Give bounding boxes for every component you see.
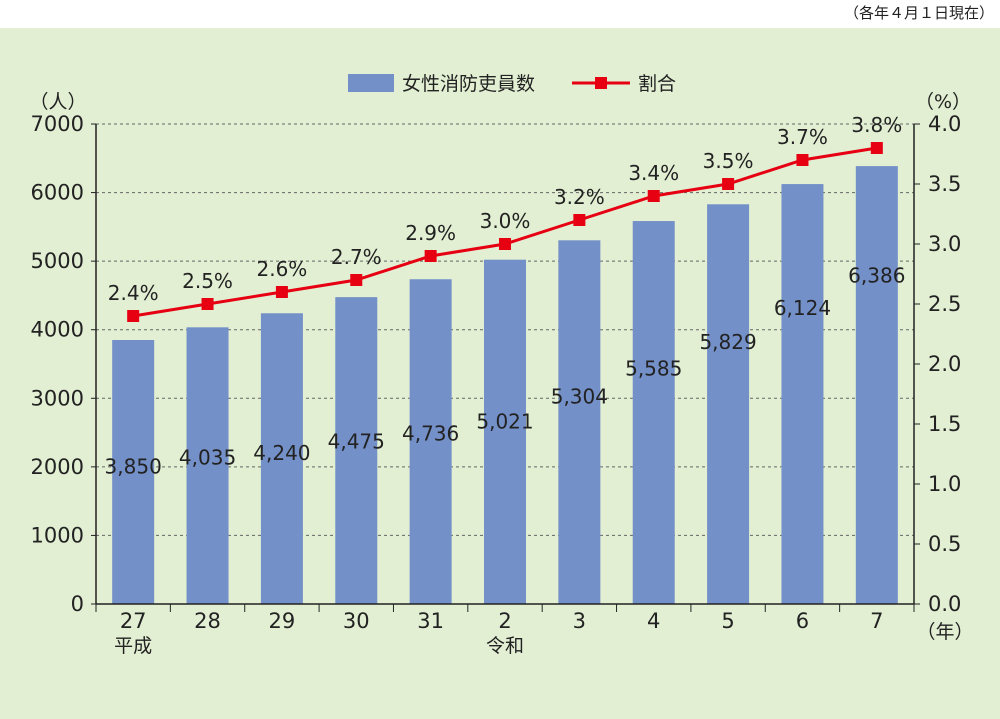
bar bbox=[186, 327, 229, 604]
ratio-marker bbox=[647, 190, 660, 202]
ratio-marker bbox=[350, 274, 363, 286]
bar-value-label: 5,829 bbox=[699, 330, 756, 354]
bar-value-label: 6,386 bbox=[848, 264, 905, 288]
ratio-marker bbox=[499, 238, 511, 250]
x-axis-tick-label: 2 bbox=[498, 609, 511, 633]
legend-bar-swatch bbox=[348, 74, 394, 92]
right-axis-tick-label: 2.0 bbox=[928, 352, 961, 376]
right-axis-tick-label: 1.5 bbox=[928, 412, 961, 436]
left-axis-tick-label: 1000 bbox=[31, 523, 84, 547]
left-axis-tick-label: 2000 bbox=[31, 455, 84, 479]
ratio-value-label: 2.7% bbox=[331, 245, 382, 269]
left-axis-tick-label: 7000 bbox=[31, 112, 84, 136]
right-axis-tick-label: 1.0 bbox=[928, 472, 961, 496]
bar-value-label: 6,124 bbox=[774, 296, 831, 320]
ratio-value-label: 2.5% bbox=[182, 269, 233, 293]
bar bbox=[335, 297, 378, 604]
bar-value-label: 3,850 bbox=[105, 455, 162, 479]
legend-bar-label: 女性消防吏員数 bbox=[402, 73, 535, 95]
bar bbox=[707, 204, 750, 604]
ratio-marker bbox=[275, 286, 288, 298]
ratio-marker bbox=[127, 310, 140, 322]
era-label: 平成 bbox=[114, 635, 152, 657]
left-axis-tick-label: 0 bbox=[71, 592, 84, 616]
bar-value-label: 5,021 bbox=[476, 410, 533, 434]
bar bbox=[260, 313, 303, 604]
bar bbox=[112, 340, 155, 604]
legend-line-marker bbox=[595, 77, 607, 89]
bar bbox=[632, 221, 675, 604]
ratio-value-label: 3.5% bbox=[703, 149, 754, 173]
left-axis-tick-label: 5000 bbox=[31, 249, 84, 273]
bar bbox=[781, 184, 824, 604]
ratio-marker bbox=[722, 178, 735, 190]
bar-value-label: 5,304 bbox=[551, 385, 608, 409]
x-axis-tick-label: 30 bbox=[343, 609, 370, 633]
left-axis-tick-label: 3000 bbox=[31, 386, 84, 410]
ratio-value-label: 3.8% bbox=[851, 113, 902, 137]
bar bbox=[558, 240, 601, 604]
x-axis-tick-label: 7 bbox=[870, 609, 883, 633]
x-axis-tick-label: 3 bbox=[573, 609, 586, 633]
right-axis-tick-label: 0.0 bbox=[928, 592, 961, 616]
x-axis-unit: （年） bbox=[916, 621, 973, 643]
left-axis-tick-label: 6000 bbox=[31, 181, 84, 205]
bar bbox=[855, 166, 898, 605]
x-axis-tick-label: 31 bbox=[417, 609, 444, 633]
ratio-marker bbox=[201, 298, 214, 310]
x-axis-tick-label: 28 bbox=[194, 609, 221, 633]
right-axis-tick-label: 3.0 bbox=[928, 232, 961, 256]
right-axis-tick-label: 0.5 bbox=[928, 532, 961, 556]
bar-value-label: 4,475 bbox=[328, 429, 385, 453]
left-axis-unit: （人） bbox=[29, 91, 86, 113]
right-axis-unit: （%） bbox=[915, 91, 971, 113]
ratio-value-label: 3.7% bbox=[777, 125, 828, 149]
ratio-value-label: 3.0% bbox=[480, 209, 531, 233]
ratio-value-label: 2.6% bbox=[257, 257, 308, 281]
ratio-value-label: 3.2% bbox=[554, 185, 605, 209]
ratio-value-label: 2.9% bbox=[405, 221, 456, 245]
left-axis-tick-label: 4000 bbox=[31, 318, 84, 342]
right-axis-tick-label: 2.5 bbox=[928, 292, 961, 316]
bar bbox=[484, 259, 526, 604]
x-axis-tick-label: 29 bbox=[269, 609, 296, 633]
right-axis-tick-label: 3.5 bbox=[928, 172, 961, 196]
bar-value-label: 4,736 bbox=[402, 422, 459, 446]
x-axis-tick-label: 5 bbox=[721, 609, 734, 633]
ratio-marker bbox=[796, 154, 809, 166]
x-axis-tick-label: 27 bbox=[120, 609, 147, 633]
ratio-marker bbox=[424, 250, 437, 262]
era-label: 令和 bbox=[486, 635, 524, 657]
x-axis-tick-label: 4 bbox=[647, 609, 660, 633]
x-axis-tick-label: 6 bbox=[796, 609, 809, 633]
ratio-marker bbox=[870, 142, 883, 154]
ratio-value-label: 2.4% bbox=[108, 281, 159, 305]
ratio-marker bbox=[573, 214, 586, 226]
right-axis-tick-label: 4.0 bbox=[928, 112, 961, 136]
bar-value-label: 4,035 bbox=[179, 445, 236, 469]
ratio-value-label: 3.4% bbox=[628, 161, 679, 185]
bar-value-label: 5,585 bbox=[625, 356, 682, 380]
bar bbox=[409, 279, 452, 604]
date-note: （各年４月１日現在） bbox=[843, 4, 994, 22]
bar-value-label: 4,240 bbox=[253, 441, 310, 465]
legend-line-label: 割合 bbox=[638, 73, 676, 95]
